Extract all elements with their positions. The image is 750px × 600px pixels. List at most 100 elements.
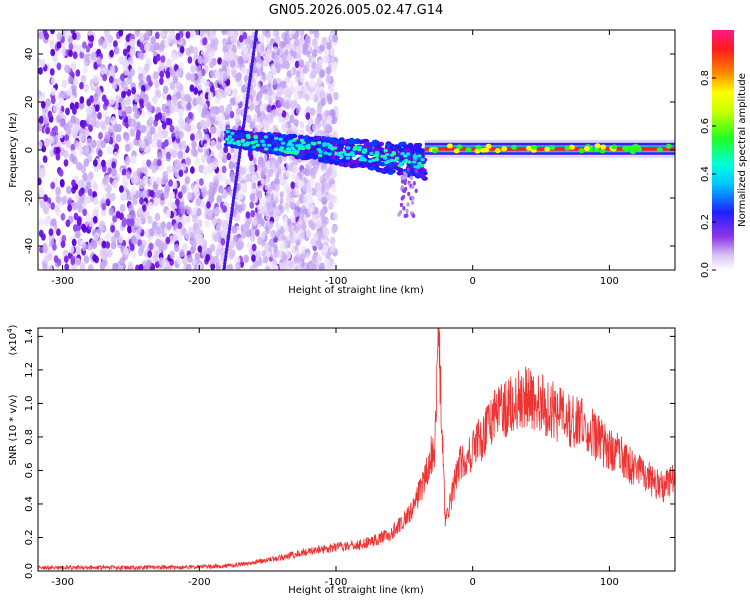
band-mark (345, 162, 352, 167)
noise-mark (200, 154, 207, 163)
noise-mark (313, 30, 320, 39)
noise-mark (319, 90, 326, 99)
noise-mark (273, 53, 278, 61)
noise-mark (210, 139, 216, 149)
snr-series-line (38, 328, 675, 571)
noise-mark (56, 41, 62, 49)
band-highlight (339, 154, 344, 158)
noise-mark (275, 249, 280, 257)
noise-mark (242, 31, 248, 40)
noise-mark (282, 61, 287, 69)
noise-mark (153, 71, 159, 80)
noise-mark (93, 93, 99, 102)
noise-mark (136, 65, 143, 75)
band-highlight (273, 148, 278, 152)
figure-title: GN05.2026.005.02.47.G14 (269, 3, 444, 18)
noise-mark (274, 196, 279, 204)
noise-mark (257, 164, 261, 172)
noise-mark (202, 167, 209, 176)
noise-mark (257, 57, 262, 65)
noise-mark (213, 178, 220, 188)
noise-mark (282, 217, 289, 226)
noise-mark (295, 107, 300, 115)
noise-mark (123, 132, 130, 141)
band-highlight (391, 151, 396, 155)
noise-mark (259, 104, 264, 111)
noise-mark (327, 96, 333, 105)
band-highlight (273, 136, 279, 140)
noise-mark (286, 234, 291, 242)
band-mark (358, 139, 365, 145)
band-tail-mark (404, 186, 408, 192)
band-highlight (227, 135, 232, 139)
noise-mark (139, 98, 144, 106)
noise-mark (71, 238, 77, 247)
band-mark (239, 133, 245, 138)
noise-mark (56, 228, 61, 236)
noise-mark (185, 31, 191, 39)
noise-mark (276, 66, 281, 74)
noise-mark (50, 87, 57, 96)
noise-mark (50, 30, 55, 35)
noise-mark (220, 173, 226, 183)
noise-mark (199, 178, 204, 186)
noise-mark (169, 67, 175, 76)
noise-mark (120, 73, 125, 82)
noise-mark (284, 75, 290, 85)
noise-mark (81, 120, 87, 128)
noise-mark (205, 253, 211, 262)
noise-mark (305, 252, 310, 260)
noise-mark (281, 239, 286, 247)
noise-mark (192, 214, 198, 224)
noise-mark (262, 59, 267, 67)
noise-mark (275, 159, 280, 167)
noise-mark (86, 138, 92, 147)
noise-mark (225, 87, 232, 96)
noise-mark (283, 96, 288, 104)
band-mark (324, 154, 330, 160)
band-mark (266, 139, 273, 144)
carrier-highlight (665, 143, 672, 149)
noise-mark (190, 166, 195, 174)
noise-mark (43, 116, 49, 125)
noise-mark (329, 236, 336, 245)
noise-mark (52, 243, 57, 251)
noise-mark (210, 262, 216, 270)
noise-mark (327, 167, 333, 176)
noise-mark (294, 244, 299, 252)
carrier-highlight (485, 143, 492, 149)
band-highlight (327, 145, 333, 149)
noise-mark (64, 263, 70, 270)
snr-x-ticks: -300 -200 -100 0 100 (51, 328, 619, 588)
noise-mark (211, 30, 217, 36)
band-highlight (232, 141, 237, 145)
band-tail-mark (399, 202, 403, 208)
noise-mark (187, 56, 193, 64)
noise-mark (39, 169, 46, 178)
noise-mark (70, 257, 76, 266)
noise-mark (97, 149, 103, 158)
noise-mark (260, 36, 265, 44)
band-highlight (346, 146, 351, 150)
noise-mark (82, 172, 88, 182)
noise-mark (80, 133, 87, 143)
noise-mark (94, 104, 100, 112)
carrier-highlight (456, 144, 463, 150)
noise-mark (128, 204, 134, 213)
noise-mark (88, 171, 94, 180)
noise-mark (319, 262, 325, 270)
noise-mark (65, 107, 70, 116)
noise-mark (237, 204, 243, 213)
noise-mark (221, 165, 227, 174)
noise-mark (96, 139, 102, 149)
noise-mark (298, 92, 302, 100)
noise-mark (297, 52, 301, 60)
colorbar-tick-label: 0.0 (700, 262, 711, 278)
noise-mark (264, 265, 271, 270)
noise-mark (209, 85, 215, 93)
noise-mark (163, 129, 169, 138)
carrier-highlight (544, 146, 551, 152)
band-tail-mark (406, 167, 410, 173)
band-highlight (292, 148, 297, 152)
noise-mark (309, 203, 315, 213)
